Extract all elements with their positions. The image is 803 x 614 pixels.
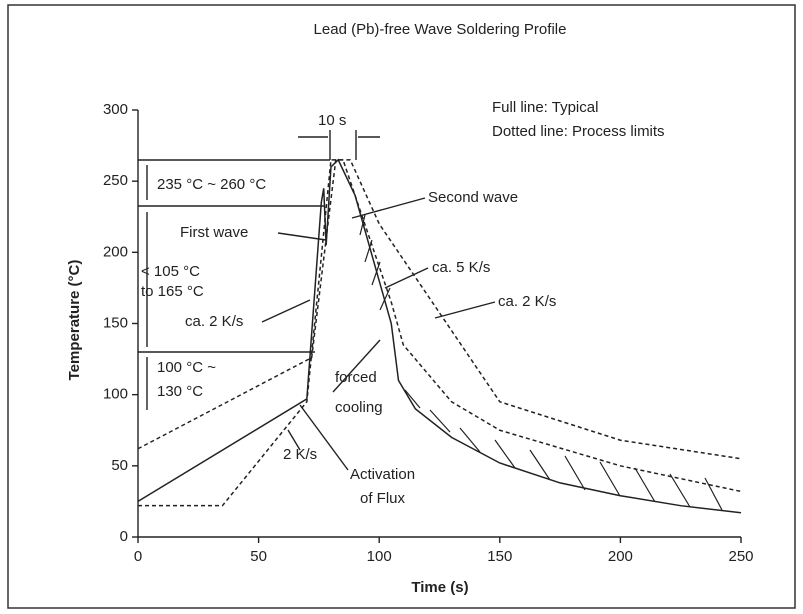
leader: [384, 267, 429, 289]
annotations: Full line: Typical Dotted line: Process …: [141, 99, 665, 507]
y-tick-label: 300: [103, 101, 128, 118]
annotation: ca. 5 K/s: [432, 259, 490, 276]
annotation: Activation: [350, 466, 415, 483]
annotation: to 165 °C: [141, 283, 204, 300]
leader: [434, 301, 496, 319]
annotation: 10 s: [318, 112, 346, 129]
leader: [261, 299, 311, 323]
annotation: Full line: Typical: [492, 99, 598, 116]
annotation: 2 K/s: [283, 446, 317, 463]
annotation: Dotted line: Process limits: [492, 123, 665, 140]
frame: [7, 4, 796, 609]
x-tick-label: 200: [608, 548, 633, 565]
y-tick-label: 50: [111, 457, 128, 474]
series-line: [137, 158, 742, 514]
y-tick-label: 100: [103, 386, 128, 403]
leader: [287, 429, 301, 451]
y-axis-label: Temperature (°C): [66, 260, 83, 381]
annotation: ca. 2 K/s: [185, 313, 243, 330]
annotation: 100 °C ~: [157, 359, 216, 376]
leader: [299, 404, 349, 471]
y-tick-label: 0: [120, 528, 128, 545]
x-tick-label: 250: [728, 548, 753, 565]
series-line: [138, 159, 742, 507]
y-tick-label: 250: [103, 172, 128, 189]
annotation: forced: [335, 369, 377, 386]
annotation: ca. 2 K/s: [498, 293, 556, 310]
leader: [332, 339, 381, 393]
annotation: First wave: [180, 224, 248, 241]
annotation: < 105 °C: [141, 263, 200, 280]
annotation: cooling: [335, 399, 383, 416]
x-tick-label: 100: [367, 548, 392, 565]
annotation: 130 °C: [157, 383, 203, 400]
annotation: 235 °C ~ 260 °C: [157, 176, 266, 193]
annotation: of Flux: [360, 490, 406, 507]
annotation: Second wave: [428, 189, 518, 206]
series-line: [137, 159, 742, 460]
x-tick-label: 150: [487, 548, 512, 565]
x-tick-label: 50: [250, 548, 267, 565]
x-axis-label: Time (s): [411, 579, 468, 596]
x-tick-label: 0: [134, 548, 142, 565]
y-tick-label: 200: [103, 243, 128, 260]
leader: [351, 197, 426, 219]
chart-title: Lead (Pb)-free Wave Soldering Profile: [314, 21, 567, 38]
y-tick-label: 150: [103, 314, 128, 331]
hatching: [359, 214, 723, 511]
